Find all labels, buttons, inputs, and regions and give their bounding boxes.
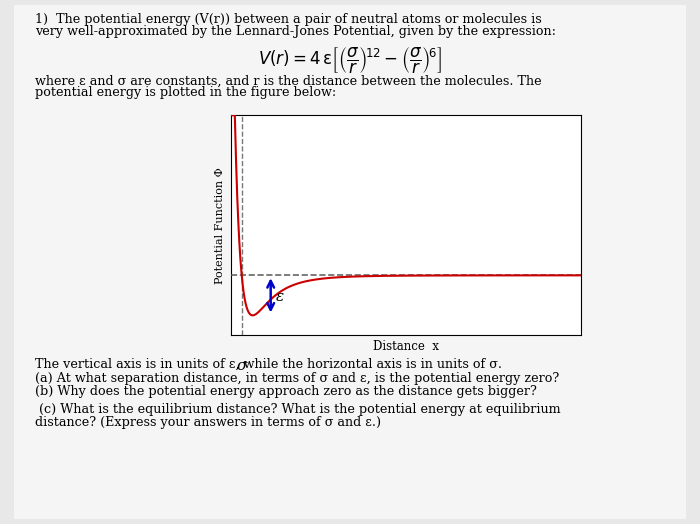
Text: 1)  The potential energy (V(r)) between a pair of neutral atoms or molecules is: 1) The potential energy (V(r)) between a… — [35, 13, 542, 26]
Text: (a) At what separation distance, in terms of σ and ε, is the potential energy ze: (a) At what separation distance, in term… — [35, 372, 559, 385]
Text: $V(r) = 4\,\mathrm{\epsilon}\left[\left(\dfrac{\sigma}{r}\right)^{\!12} - \left(: $V(r) = 4\,\mathrm{\epsilon}\left[\left(… — [258, 46, 442, 77]
Text: ε: ε — [276, 290, 284, 304]
Text: potential energy is plotted in the figure below:: potential energy is plotted in the figur… — [35, 86, 336, 100]
Text: The vertical axis is in units of ε, while the horizontal axis is in units of σ.: The vertical axis is in units of ε, whil… — [35, 357, 502, 370]
Y-axis label: Potential Function Φ: Potential Function Φ — [216, 167, 225, 283]
Text: very well-approximated by the Lennard-Jones Potential, given by the expression:: very well-approximated by the Lennard-Jo… — [35, 25, 556, 38]
Text: (c) What is the equilibrium distance? What is the potential energy at equilibriu: (c) What is the equilibrium distance? Wh… — [35, 403, 561, 417]
Text: distance? (Express your answers in terms of σ and ε.): distance? (Express your answers in terms… — [35, 416, 381, 429]
Text: (b) Why does the potential energy approach zero as the distance gets bigger?: (b) Why does the potential energy approa… — [35, 385, 537, 398]
Text: σ: σ — [237, 359, 247, 373]
X-axis label: Distance  x: Distance x — [373, 340, 439, 353]
Text: where ε and σ are constants, and r is the distance between the molecules. The: where ε and σ are constants, and r is th… — [35, 74, 542, 88]
